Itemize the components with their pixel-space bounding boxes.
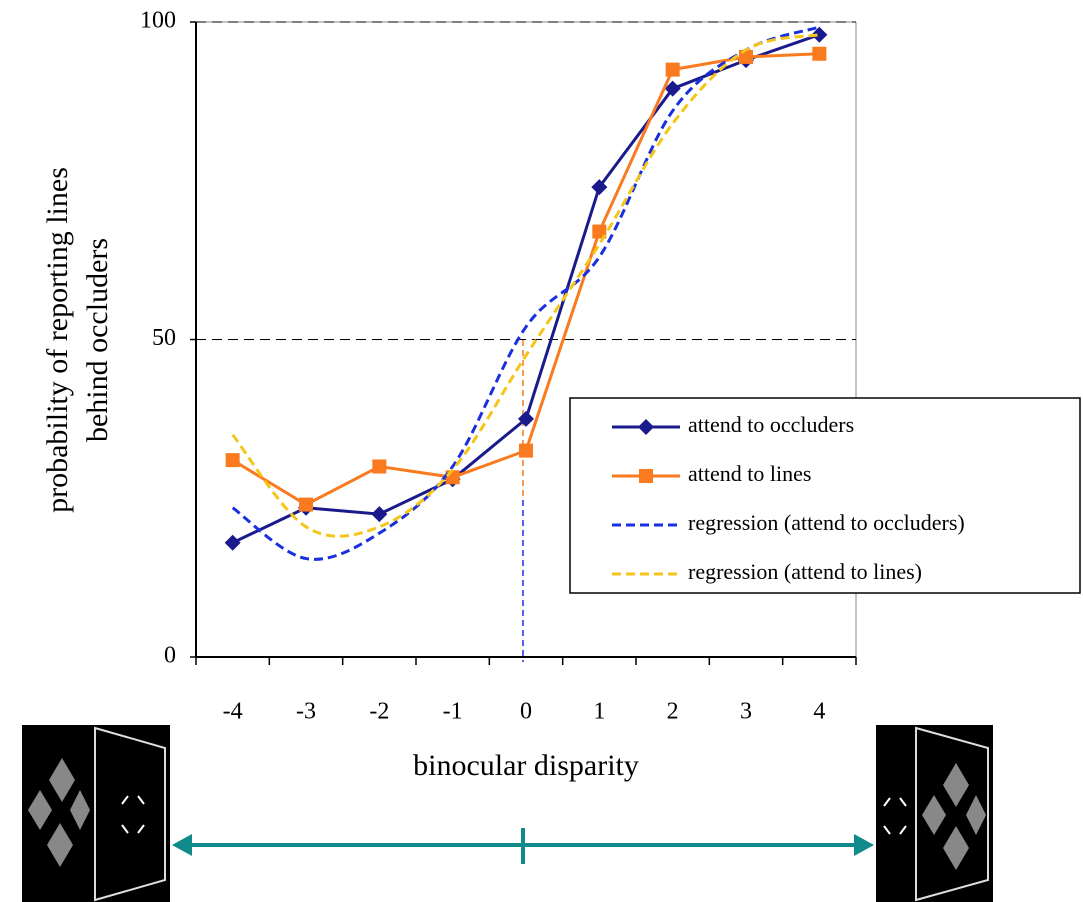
regression-line (231, 25, 820, 561)
legend-box (569, 397, 1081, 594)
x-tick-label: -2 (369, 699, 389, 725)
y-axis-title: behind occluders (81, 238, 114, 442)
data-point (372, 459, 387, 474)
data-point (225, 453, 240, 468)
x-tick-label: -1 (443, 699, 463, 725)
legend-marker (638, 419, 654, 435)
data-point (371, 506, 388, 523)
data-point (811, 26, 828, 43)
data-point (518, 410, 534, 427)
disparity-arrow (172, 828, 874, 864)
y-axis-title: probability of reporting lines (41, 167, 74, 513)
x-tick-label: 1 (593, 699, 605, 725)
left-stimulus (22, 725, 170, 902)
x-tick-label: -3 (296, 699, 316, 725)
y-tick-label: 100 (140, 8, 176, 34)
data-point (299, 497, 313, 512)
x-tick-label: 0 (520, 699, 532, 725)
data-point (812, 46, 827, 61)
x-axis-title: binocular disparity (413, 749, 639, 782)
data-point (664, 80, 681, 97)
legend-label: attend to occluders (688, 412, 854, 437)
legend-marker (639, 469, 653, 483)
data-point (665, 62, 680, 77)
x-tick-label: 2 (667, 699, 679, 725)
legend-label: regression (attend to occluders) (688, 510, 965, 535)
data-point (224, 534, 241, 551)
y-tick-label: 0 (164, 643, 176, 669)
legend-label: attend to lines (688, 461, 811, 486)
y-tick-label: 50 (152, 325, 176, 351)
right-stimulus (876, 725, 993, 902)
x-tick-label: -4 (223, 699, 243, 725)
x-tick-label: 4 (813, 699, 825, 725)
regression-line (231, 33, 820, 538)
x-tick-label: 3 (740, 699, 752, 725)
legend-label: regression (attend to lines) (688, 559, 922, 584)
data-point (519, 443, 533, 458)
data-point (592, 224, 607, 239)
data-point (591, 179, 608, 196)
data-point (445, 470, 460, 485)
